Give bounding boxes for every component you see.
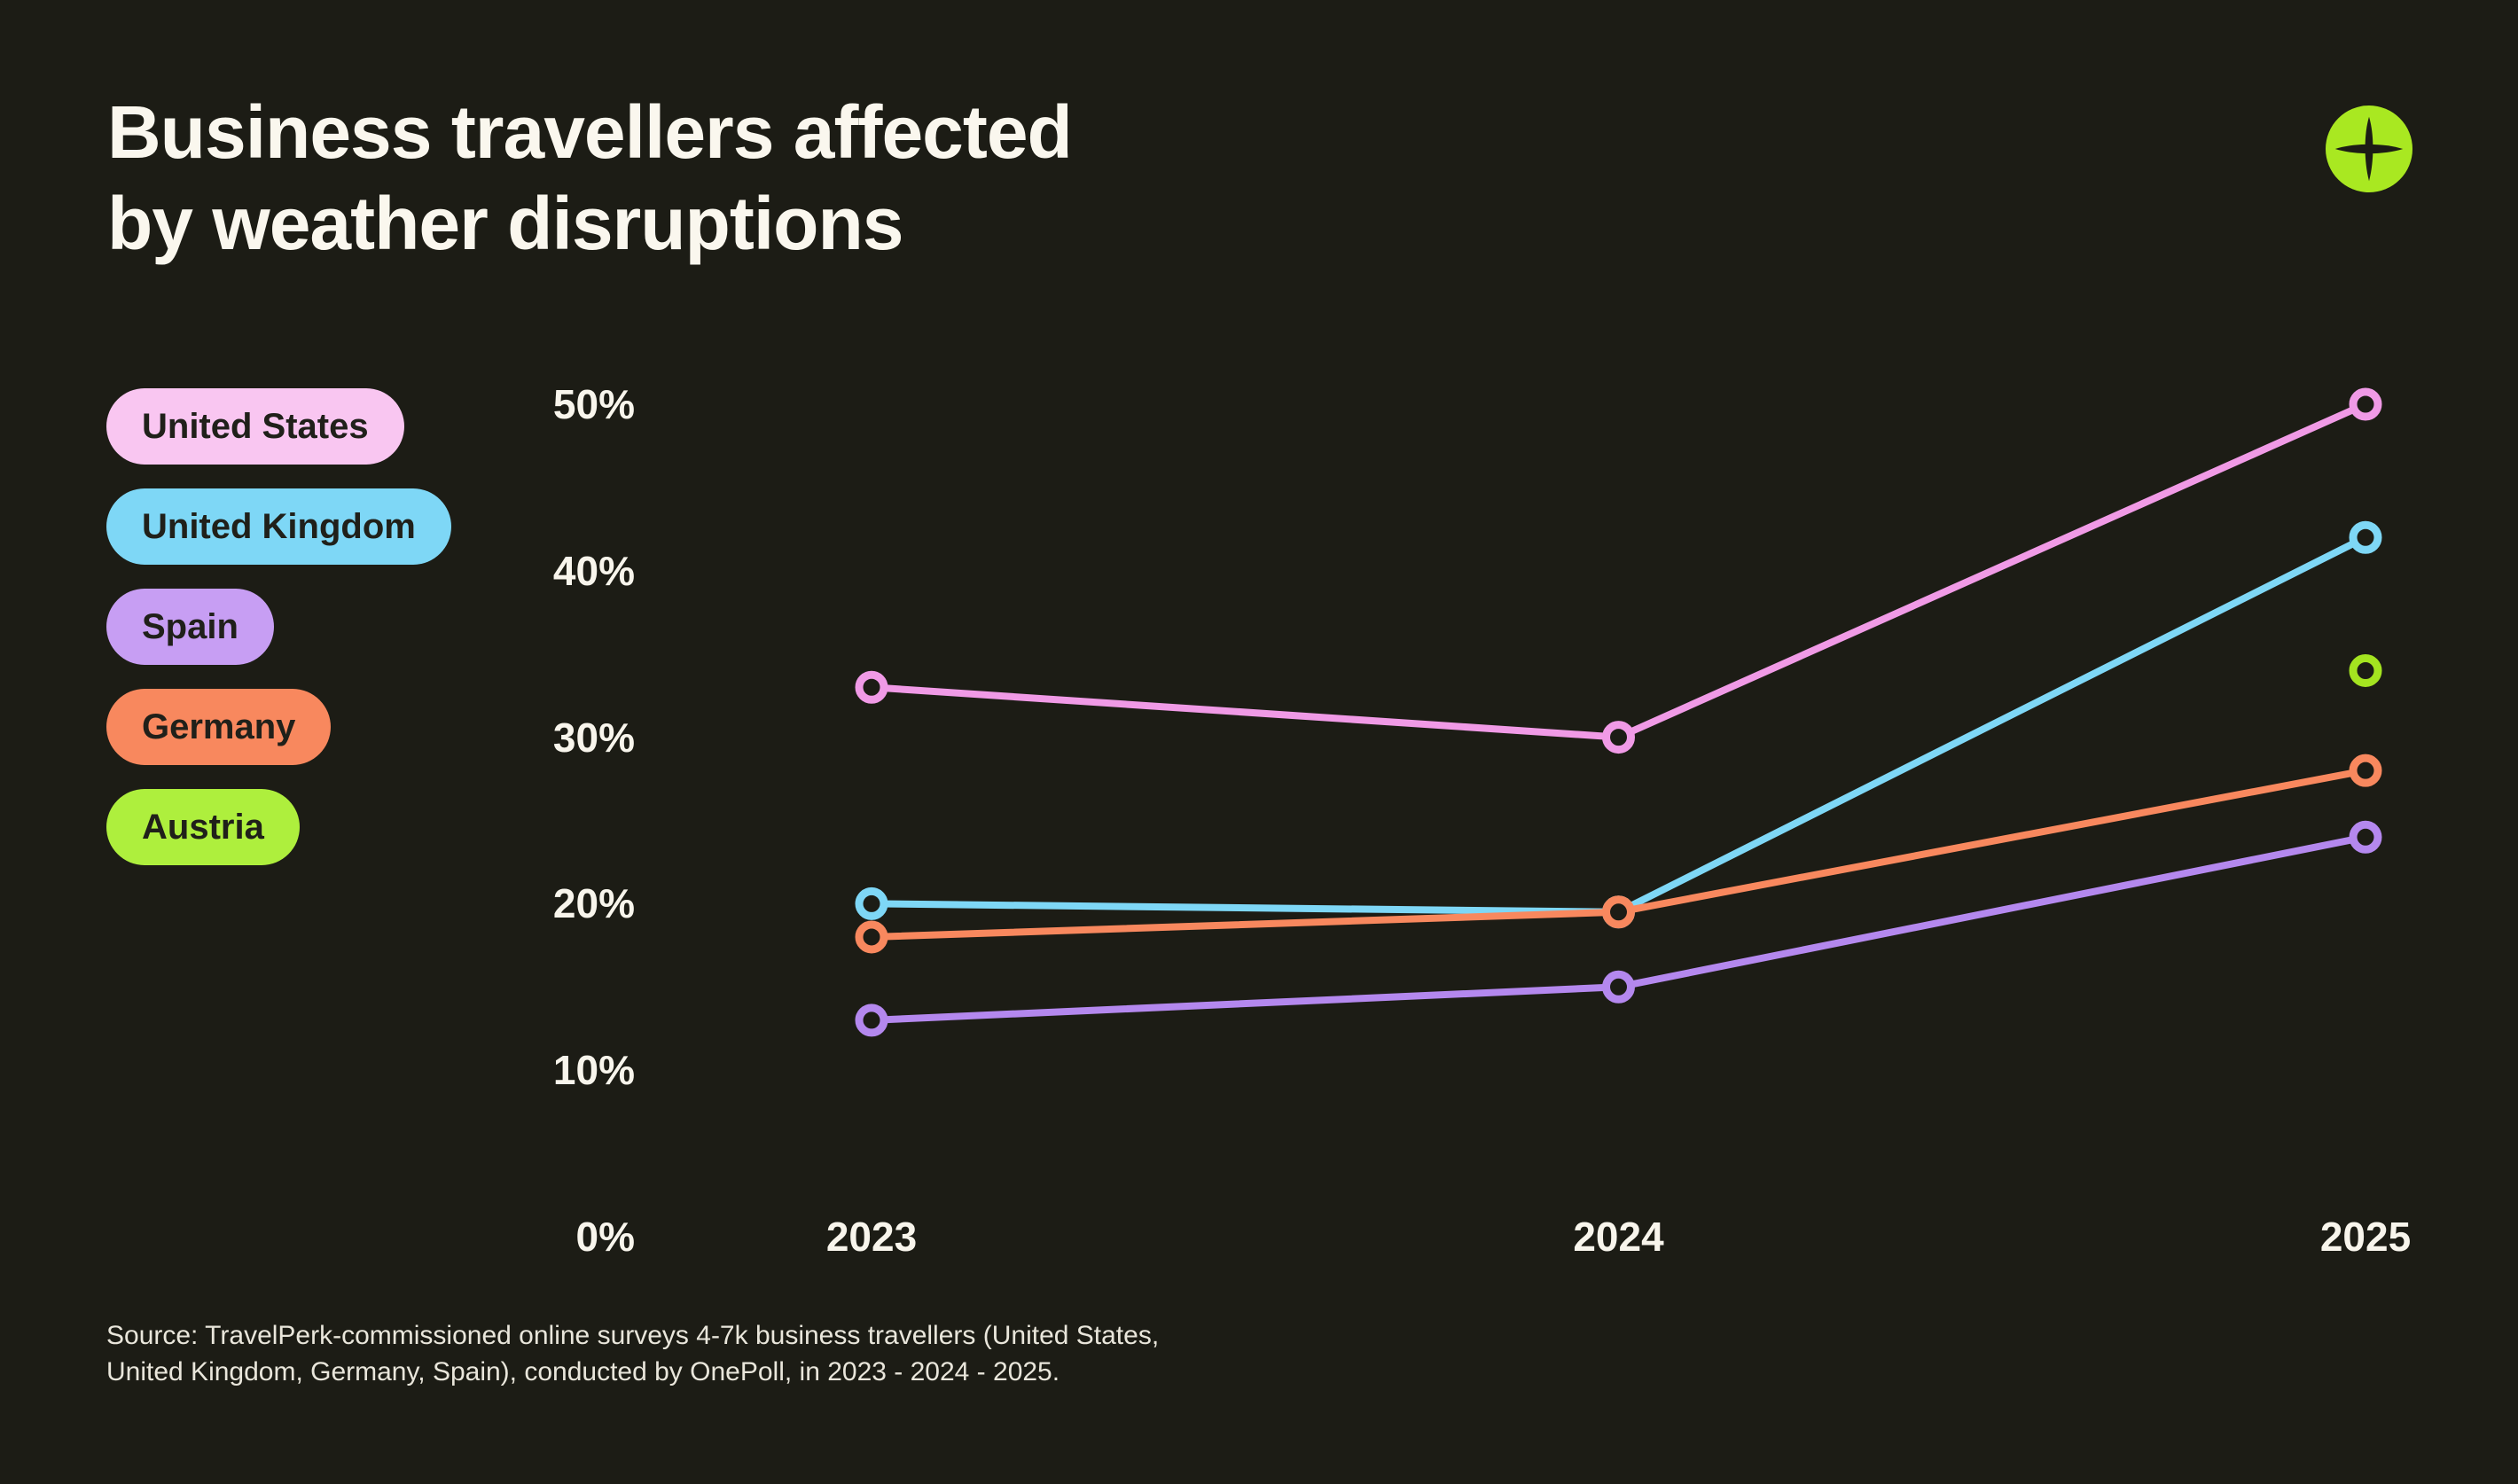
data-point-united-states [855, 670, 888, 704]
data-point-germany [2349, 754, 2382, 787]
page-title: Business travellers affected by weather … [107, 87, 1073, 270]
data-point-austria [2349, 653, 2382, 687]
y-axis-label-30-: 30% [552, 714, 635, 761]
source-note: Source: TravelPerk-commissioned online s… [106, 1318, 1159, 1390]
page-title-line1: Business travellers affected [107, 90, 1073, 174]
source-note-line2: United Kingdom, Germany, Spain), conduct… [106, 1356, 1060, 1386]
data-point-germany [1602, 895, 1635, 929]
y-axis-label-10-: 10% [552, 1047, 635, 1094]
x-axis-label-2023: 2023 [825, 1214, 918, 1260]
y-axis-label-40-: 40% [552, 547, 635, 594]
data-point-united-kingdom [855, 886, 888, 920]
legend-item-united-kingdom: United Kingdom [106, 488, 451, 565]
data-point-spain [1602, 970, 1635, 1004]
y-axis-label-50-: 50% [552, 381, 635, 427]
series-line-united-states [868, 401, 2369, 741]
y-axis-label-20-: 20% [552, 880, 635, 927]
travelperk-logo [2326, 105, 2412, 192]
x-axis-label-2024: 2024 [1573, 1214, 1664, 1260]
data-point-united-kingdom [2349, 520, 2382, 554]
data-point-united-states [1602, 721, 1635, 754]
data-point-spain [855, 1004, 888, 1037]
chart-legend: United States United Kingdom Spain Germany A… [106, 388, 451, 865]
legend-item-austria: Austria [106, 789, 300, 865]
legend-item-germany: Germany [106, 689, 332, 765]
plane-icon-wings [2334, 144, 2404, 154]
data-point-spain [2349, 820, 2382, 854]
legend-item-united-states: United States [106, 388, 404, 465]
data-point-united-states [2349, 387, 2382, 421]
page-title-line2: by weather disruptions [107, 182, 903, 266]
legend-item-spain: Spain [106, 589, 274, 665]
data-point-germany [855, 920, 888, 954]
x-axis-label-2025: 2025 [2319, 1214, 2412, 1260]
source-note-line1: Source: TravelPerk-commissioned online s… [106, 1321, 1160, 1350]
y-axis-label-0-: 0% [575, 1214, 635, 1260]
